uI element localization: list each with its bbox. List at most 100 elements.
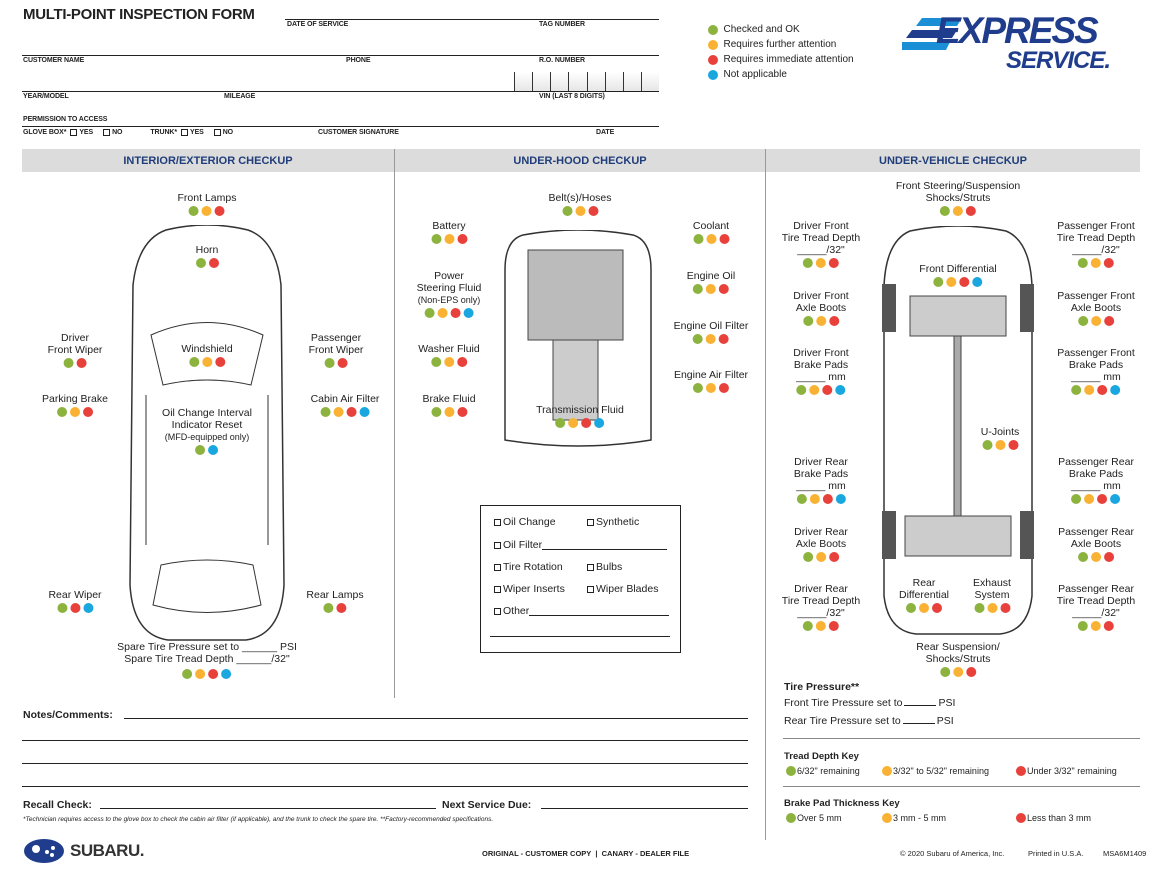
red-status-dot-icon[interactable] xyxy=(719,234,729,244)
vin-digit-box[interactable] xyxy=(514,72,533,91)
green-status-dot-icon[interactable] xyxy=(555,418,566,428)
blue-status-dot-icon[interactable] xyxy=(594,418,605,428)
green-status-dot-icon[interactable] xyxy=(431,357,441,367)
blue-status-dot-icon[interactable] xyxy=(221,669,232,679)
wiper-inserts-checkbox[interactable] xyxy=(494,585,501,593)
red-status-dot-icon[interactable] xyxy=(829,258,839,268)
green-status-dot-icon[interactable] xyxy=(693,234,703,244)
yellow-status-dot-icon[interactable] xyxy=(333,407,344,417)
red-status-dot-icon[interactable] xyxy=(456,407,467,417)
red-status-dot-icon[interactable] xyxy=(829,552,839,562)
red-status-dot-icon[interactable] xyxy=(932,603,942,613)
green-status-dot-icon[interactable] xyxy=(796,385,807,395)
vin-digit-box[interactable] xyxy=(568,72,587,91)
green-status-dot-icon[interactable] xyxy=(56,407,67,417)
red-status-dot-icon[interactable] xyxy=(1104,258,1114,268)
green-status-dot-icon[interactable] xyxy=(1078,316,1088,326)
yellow-status-dot-icon[interactable] xyxy=(809,385,820,395)
green-status-dot-icon[interactable] xyxy=(933,277,944,287)
red-status-dot-icon[interactable] xyxy=(337,358,348,368)
yellow-status-dot-icon[interactable] xyxy=(816,258,826,268)
green-status-dot-icon[interactable] xyxy=(430,407,441,417)
vin-digit-box[interactable] xyxy=(550,72,569,91)
green-status-dot-icon[interactable] xyxy=(803,621,813,631)
trunk-no-checkbox[interactable] xyxy=(213,129,221,136)
yellow-status-dot-icon[interactable] xyxy=(816,621,826,631)
yellow-status-dot-icon[interactable] xyxy=(816,316,826,326)
blue-status-dot-icon[interactable] xyxy=(82,603,93,613)
vin-digit-box[interactable] xyxy=(604,72,623,91)
red-status-dot-icon[interactable] xyxy=(1104,552,1114,562)
yellow-status-dot-icon[interactable] xyxy=(705,284,716,294)
yellow-status-dot-icon[interactable] xyxy=(443,407,454,417)
green-status-dot-icon[interactable] xyxy=(195,445,206,455)
front-tire-pressure-field[interactable] xyxy=(904,697,937,706)
recall-check-field[interactable] xyxy=(100,796,436,808)
blue-status-dot-icon[interactable] xyxy=(463,308,474,318)
date-tag-field[interactable] xyxy=(285,24,659,54)
green-status-dot-icon[interactable] xyxy=(692,334,703,344)
green-status-dot-icon[interactable] xyxy=(974,603,984,613)
glove-box-no-checkbox[interactable] xyxy=(103,129,111,136)
vin-digit-box[interactable] xyxy=(532,72,551,91)
glove-box-yes-checkbox[interactable] xyxy=(70,129,78,136)
yellow-status-dot-icon[interactable] xyxy=(952,206,963,216)
yellow-status-dot-icon[interactable] xyxy=(706,234,716,244)
red-status-dot-icon[interactable] xyxy=(346,407,357,417)
yellow-status-dot-icon[interactable] xyxy=(1084,385,1095,395)
yellow-status-dot-icon[interactable] xyxy=(705,334,716,344)
red-status-dot-icon[interactable] xyxy=(457,234,467,244)
green-status-dot-icon[interactable] xyxy=(693,383,703,393)
green-status-dot-icon[interactable] xyxy=(323,603,334,613)
tire-rotation-checkbox[interactable] xyxy=(494,563,501,571)
yellow-status-dot-icon[interactable] xyxy=(953,667,963,677)
vin-digit-box[interactable] xyxy=(640,72,659,91)
oil-change-checkbox[interactable] xyxy=(494,518,501,526)
other-checkbox[interactable] xyxy=(494,607,501,615)
yellow-status-dot-icon[interactable] xyxy=(568,418,579,428)
green-status-dot-icon[interactable] xyxy=(1071,385,1082,395)
blue-status-dot-icon[interactable] xyxy=(208,445,219,455)
trunk-yes-checkbox[interactable] xyxy=(181,129,188,136)
yellow-status-dot-icon[interactable] xyxy=(1091,258,1101,268)
green-status-dot-icon[interactable] xyxy=(188,206,199,216)
green-status-dot-icon[interactable] xyxy=(1071,494,1082,504)
red-status-dot-icon[interactable] xyxy=(959,277,970,287)
next-service-field[interactable] xyxy=(541,796,748,808)
red-status-dot-icon[interactable] xyxy=(457,357,467,367)
red-status-dot-icon[interactable] xyxy=(82,407,93,417)
red-status-dot-icon[interactable] xyxy=(829,316,839,326)
red-status-dot-icon[interactable] xyxy=(719,383,729,393)
red-status-dot-icon[interactable] xyxy=(822,385,833,395)
blue-status-dot-icon[interactable] xyxy=(972,277,983,287)
yellow-status-dot-icon[interactable] xyxy=(444,234,454,244)
green-status-dot-icon[interactable] xyxy=(63,358,74,368)
red-status-dot-icon[interactable] xyxy=(214,206,225,216)
red-status-dot-icon[interactable] xyxy=(1104,316,1114,326)
yellow-status-dot-icon[interactable] xyxy=(69,407,80,417)
green-status-dot-icon[interactable] xyxy=(940,667,950,677)
red-status-dot-icon[interactable] xyxy=(587,206,598,216)
green-status-dot-icon[interactable] xyxy=(561,206,572,216)
notes-field[interactable] xyxy=(22,710,748,790)
yellow-status-dot-icon[interactable] xyxy=(444,357,454,367)
blue-status-dot-icon[interactable] xyxy=(359,407,370,417)
blue-status-dot-icon[interactable] xyxy=(835,385,846,395)
green-status-dot-icon[interactable] xyxy=(424,308,435,318)
yellow-status-dot-icon[interactable] xyxy=(1091,621,1101,631)
green-status-dot-icon[interactable] xyxy=(803,316,813,326)
green-status-dot-icon[interactable] xyxy=(906,603,916,613)
red-status-dot-icon[interactable] xyxy=(214,357,225,367)
green-status-dot-icon[interactable] xyxy=(803,552,813,562)
blue-status-dot-icon[interactable] xyxy=(835,494,846,504)
bulbs-checkbox[interactable] xyxy=(587,563,594,571)
wiper-blades-checkbox[interactable] xyxy=(587,585,594,593)
red-status-dot-icon[interactable] xyxy=(718,284,729,294)
yellow-status-dot-icon[interactable] xyxy=(987,603,997,613)
red-status-dot-icon[interactable] xyxy=(1008,440,1018,450)
yellow-status-dot-icon[interactable] xyxy=(946,277,957,287)
red-status-dot-icon[interactable] xyxy=(581,418,592,428)
red-status-dot-icon[interactable] xyxy=(1104,621,1114,631)
green-status-dot-icon[interactable] xyxy=(796,494,807,504)
synthetic-checkbox[interactable] xyxy=(587,518,594,526)
